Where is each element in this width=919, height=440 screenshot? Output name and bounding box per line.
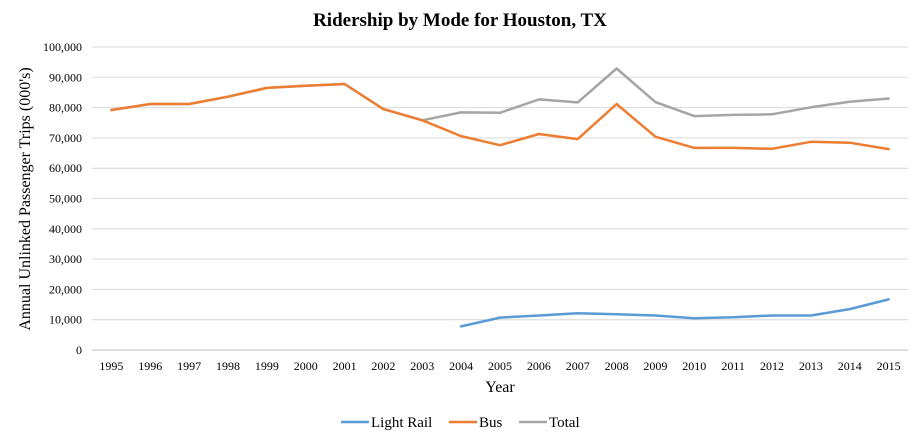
legend-item-total: Total <box>519 415 580 431</box>
x-tick-label: 1995 <box>99 359 123 373</box>
x-tick-label: 2011 <box>721 359 745 373</box>
x-tick-label: 2010 <box>682 359 706 373</box>
legend-label: Total <box>549 415 580 431</box>
x-tick-label: 2007 <box>566 359 590 373</box>
y-tick-label: 40,000 <box>49 222 82 236</box>
series-layer <box>110 67 890 328</box>
x-tick-label: 2000 <box>294 359 318 373</box>
x-tick-label: 1997 <box>177 359 201 373</box>
x-tick-label: 2014 <box>838 359 862 373</box>
y-tick-label: 60,000 <box>49 161 82 175</box>
x-tick-label: 2005 <box>488 359 512 373</box>
y-axis-ticks: 0 10,000 20,000 30,000 40,000 50,000 60,000 70,… <box>43 40 82 357</box>
y-tick-label: 50,000 <box>49 192 82 206</box>
x-tick-label: 1998 <box>216 359 240 373</box>
legend-label: Light Rail <box>371 415 432 431</box>
x-tick-label: 2002 <box>371 359 395 373</box>
gridlines <box>92 46 908 351</box>
legend-item-light-rail: Light Rail <box>341 415 432 431</box>
y-tick-label: 70,000 <box>49 131 82 145</box>
y-tick-label: 90,000 <box>49 70 82 84</box>
x-tick-label: 2004 <box>449 359 473 373</box>
y-tick-label: 80,000 <box>49 101 82 115</box>
x-tick-label: 2008 <box>605 359 629 373</box>
x-tick-label: 2009 <box>643 359 667 373</box>
series-line-light-rail <box>459 298 890 328</box>
x-tick-label: 2015 <box>877 359 901 373</box>
y-tick-label: 0 <box>76 343 82 357</box>
series-line-bus <box>110 82 890 151</box>
x-axis-ticks: 1995 1996 1997 1998 1999 2000 2001 2002 2003 2004… <box>99 359 900 373</box>
y-tick-label: 100,000 <box>43 40 82 54</box>
legend-label: Bus <box>479 415 503 431</box>
y-tick-label: 30,000 <box>49 252 82 266</box>
legend-item-bus: Bus <box>449 415 503 431</box>
x-tick-label: 2013 <box>799 359 823 373</box>
x-tick-label: 2001 <box>333 359 357 373</box>
chart-title: Ridership by Mode for Houston, TX <box>313 10 607 31</box>
y-tick-label: 20,000 <box>49 282 82 296</box>
x-tick-label: 2012 <box>760 359 784 373</box>
x-tick-label: 2003 <box>410 359 434 373</box>
legend: Light Rail Bus Total <box>341 415 580 431</box>
x-tick-label: 2006 <box>527 359 551 373</box>
x-tick-label: 1999 <box>255 359 279 373</box>
x-axis-title: Year <box>485 379 515 396</box>
series-line-total <box>110 67 890 122</box>
x-tick-label: 1996 <box>138 359 162 373</box>
y-tick-label: 10,000 <box>49 313 82 327</box>
y-axis-title: Annual Unlinked Passenger Trips (000's) <box>17 67 34 330</box>
